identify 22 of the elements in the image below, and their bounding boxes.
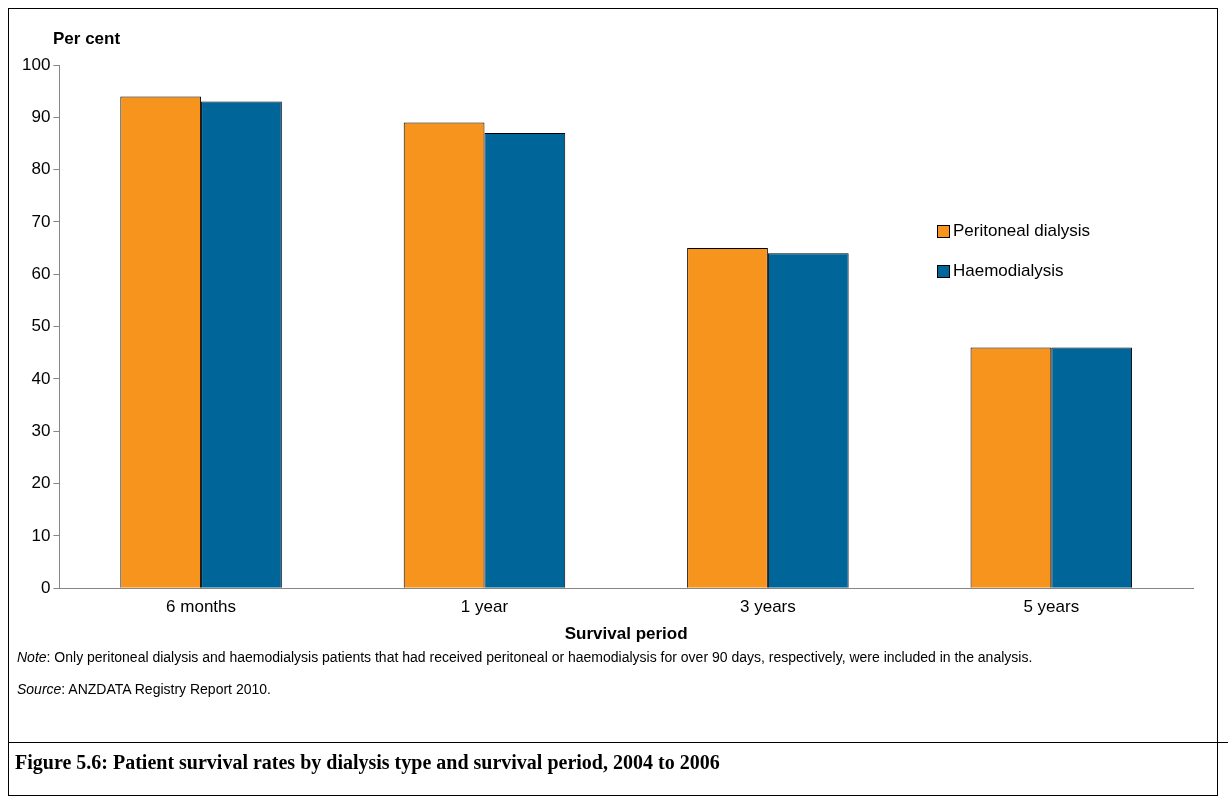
x-axis-title: Survival period	[564, 624, 688, 644]
y-tick-label: 50	[31, 316, 51, 336]
y-tick-label: 30	[31, 420, 51, 440]
text: Note: Only peritoneal dialysis and haemodialysis patients that had received peritoneal or haemodialysis for over 90 days, respectively, were included in the analysis.	[17, 649, 1033, 665]
y-tick-label: 60	[31, 263, 51, 283]
y-tick-label: 40	[31, 368, 51, 388]
y-tick-label: 70	[31, 211, 51, 231]
legend-label: Haemodialysis	[953, 261, 1064, 281]
x-tick-label: 3 years	[740, 597, 796, 617]
y-tick-label: 0	[40, 577, 51, 597]
x-tick-label: 1 year	[460, 597, 509, 617]
text: Figure 5.6: Patient survival rates by dialysis type and survival period, 2004 to 2006	[9, 742, 1228, 782]
y-axis-title: Per cent	[53, 29, 121, 49]
y-tick-label: 80	[31, 159, 51, 179]
x-tick-label: 6 months	[166, 597, 237, 617]
y-tick-label: 20	[31, 473, 51, 493]
x-tick-label: 5 years	[1023, 597, 1080, 617]
legend-label: Peritoneal dialysis	[953, 221, 1091, 241]
y-tick-label: 100	[21, 54, 51, 74]
source-note: Source: ANZDATA Registry Report 2010.	[17, 681, 271, 697]
y-tick-label: 10	[31, 525, 51, 545]
y-tick-label: 90	[31, 107, 51, 127]
